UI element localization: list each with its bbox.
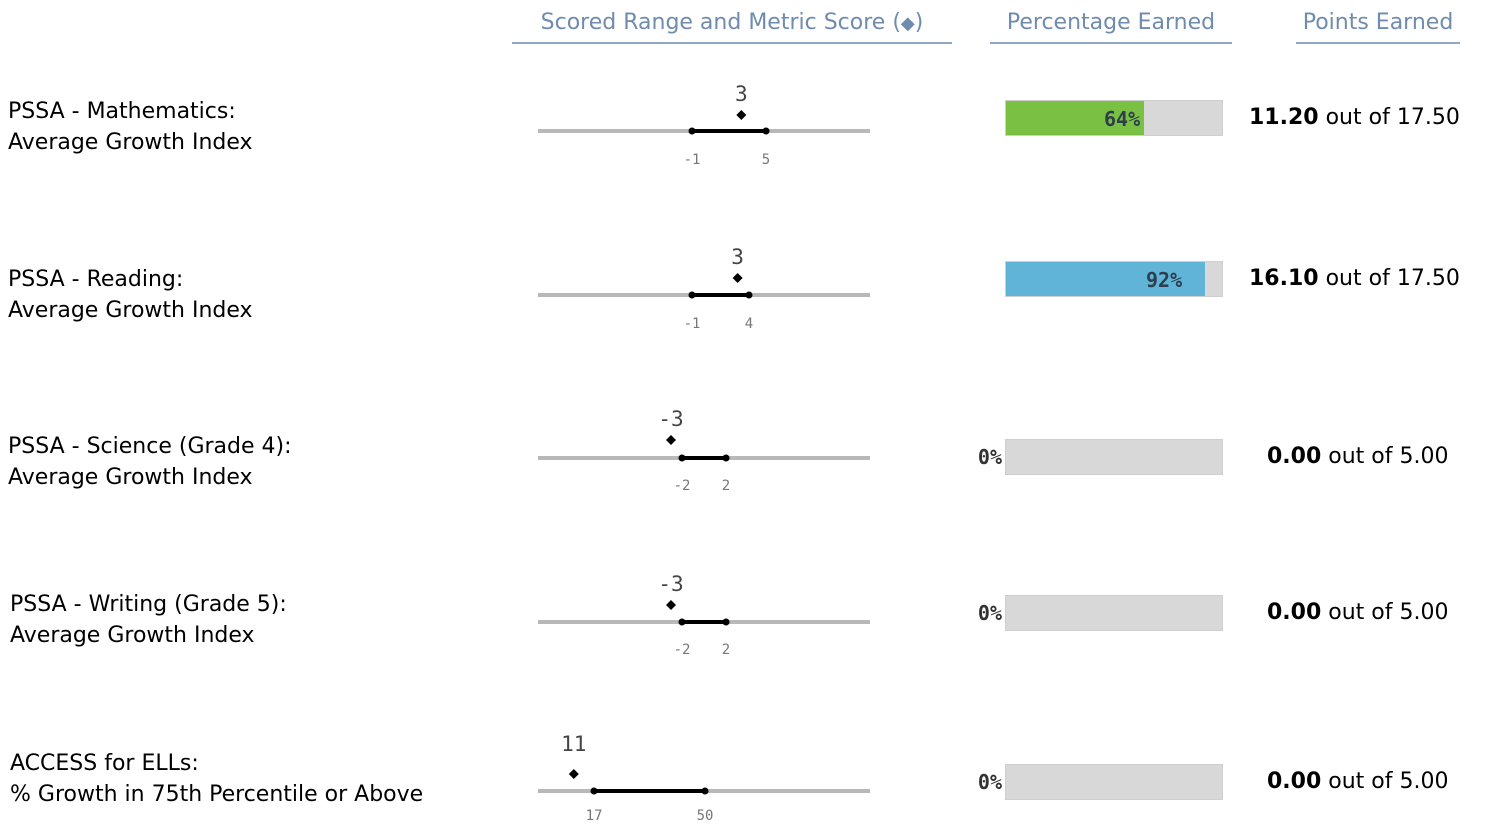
points-earned: 0.00 out of 5.00 [1267, 439, 1449, 475]
header-scored-range: Scored Range and Metric Score (◆) [512, 6, 952, 44]
metric-score-label: -3 [658, 572, 683, 596]
metric-label: PSSA - Reading: Average Growth Index [8, 264, 253, 326]
range-high-label: 4 [745, 316, 753, 332]
metric-score-label: 11 [561, 732, 586, 756]
metric-label-line1: PSSA - Reading: [8, 267, 184, 292]
points-max: 5.00 [1399, 444, 1449, 469]
range-chart: 3 -1 4 [538, 245, 870, 332]
range-chart: 3 -1 5 [538, 82, 870, 168]
metric-label-line1: PSSA - Writing (Grade 5): [10, 592, 287, 617]
metric-row-writing: PSSA - Writing (Grade 5): Average Growth… [0, 565, 1499, 685]
points-earned: 0.00 out of 5.00 [1267, 595, 1449, 631]
metric-label: PSSA - Writing (Grade 5): Average Growth… [10, 589, 287, 651]
percentage-bar-fill [1006, 101, 1145, 135]
range-chart: -3 -2 2 [538, 572, 870, 658]
percentage-label: 64% [1104, 107, 1141, 131]
percentage-bar: 64% [1005, 100, 1223, 136]
metric-score-marker [568, 769, 579, 779]
points-earned: 0.00 out of 5.00 [1267, 764, 1449, 800]
metric-label-line2: Average Growth Index [8, 130, 253, 155]
percentage-label: 0% [977, 770, 1002, 794]
points-earned: 11.20 out of 17.50 [1249, 100, 1460, 136]
metric-score-label: 3 [735, 82, 748, 106]
out-of-text: out of [1325, 266, 1390, 291]
range-high-endpoint [745, 291, 753, 299]
out-of-text: out of [1328, 444, 1393, 469]
header-paren-close: ) [914, 10, 924, 35]
metric-score-marker [666, 600, 676, 610]
points-value: 0.00 [1267, 444, 1322, 469]
range-high-label: 2 [722, 478, 730, 494]
percentage-bar-fill [1006, 262, 1205, 296]
metric-label-line2: Average Growth Index [8, 465, 253, 490]
metric-score-label: 3 [731, 245, 744, 269]
metric-label-line2: Average Growth Index [10, 623, 255, 648]
range-low-label: 17 [586, 808, 603, 824]
percentage-bar [1005, 439, 1223, 475]
metric-label-line1: PSSA - Mathematics: [8, 99, 236, 124]
points-value: 11.20 [1249, 105, 1319, 130]
percentage-bar: 92% [1005, 261, 1223, 297]
range-low-label: -1 [684, 152, 701, 168]
metric-label-line1: ACCESS for ELLs: [10, 751, 199, 776]
points-value: 16.10 [1249, 266, 1319, 291]
metric-row-science: PSSA - Science (Grade 4): Average Growth… [0, 403, 1499, 523]
points-max: 17.50 [1396, 266, 1460, 291]
range-high-label: 5 [762, 152, 770, 168]
points-earned: 16.10 out of 17.50 [1249, 261, 1460, 297]
range-low-label: -2 [674, 478, 691, 494]
diamond-icon: ◆ [900, 13, 915, 34]
out-of-text: out of [1328, 769, 1393, 794]
metric-label-line1: PSSA - Science (Grade 4): [8, 434, 292, 459]
points-max: 5.00 [1399, 769, 1449, 794]
points-value: 0.00 [1267, 769, 1322, 794]
header-paren-open: ( [892, 10, 901, 35]
percentage-label: 92% [1146, 268, 1183, 292]
range-high-label: 50 [697, 808, 714, 824]
percentage-bar [1005, 764, 1223, 800]
metric-score-marker [666, 435, 676, 445]
points-max: 5.00 [1399, 600, 1449, 625]
range-high-endpoint [701, 787, 709, 795]
metric-label: PSSA - Mathematics: Average Growth Index [8, 96, 253, 158]
header-percentage-earned: Percentage Earned [990, 6, 1232, 44]
range-low-endpoint [678, 454, 686, 462]
metric-label: ACCESS for ELLs: % Growth in 75th Percen… [10, 748, 423, 810]
metric-label-line2: % Growth in 75th Percentile or Above [10, 782, 424, 807]
range-high-endpoint [722, 618, 730, 626]
range-low-label: -1 [684, 316, 701, 332]
metric-row-reading: PSSA - Reading: Average Growth Index 3 -1… [0, 242, 1499, 362]
percentage-bar [1005, 595, 1223, 631]
points-max: 17.50 [1396, 105, 1460, 130]
range-low-endpoint [678, 618, 686, 626]
metric-label: PSSA - Science (Grade 4): Average Growth… [8, 431, 292, 493]
percentage-label: 0% [977, 601, 1002, 625]
metric-score-label: -3 [658, 407, 683, 431]
range-high-label: 2 [722, 642, 730, 658]
range-low-endpoint [688, 127, 696, 135]
range-high-endpoint [762, 127, 770, 135]
metric-label-line2: Average Growth Index [8, 298, 253, 323]
range-low-endpoint [590, 787, 598, 795]
range-chart: -3 -2 2 [538, 407, 870, 494]
percentage-label: 0% [977, 445, 1002, 469]
metric-row-mathematics: PSSA - Mathematics: Average Growth Index… [0, 78, 1499, 198]
points-value: 0.00 [1267, 600, 1322, 625]
metric-score-marker [732, 273, 743, 283]
out-of-text: out of [1325, 105, 1390, 130]
out-of-text: out of [1328, 600, 1393, 625]
metric-score-marker [736, 110, 747, 120]
range-chart: 11 17 50 [538, 732, 870, 824]
header-scored-range-label: Scored Range and Metric Score [540, 10, 886, 35]
range-low-endpoint [688, 291, 696, 299]
metric-row-access-ells: ACCESS for ELLs: % Growth in 75th Percen… [0, 720, 1499, 840]
header-points-earned: Points Earned [1296, 6, 1460, 44]
range-high-endpoint [722, 454, 730, 462]
range-low-label: -2 [674, 642, 691, 658]
